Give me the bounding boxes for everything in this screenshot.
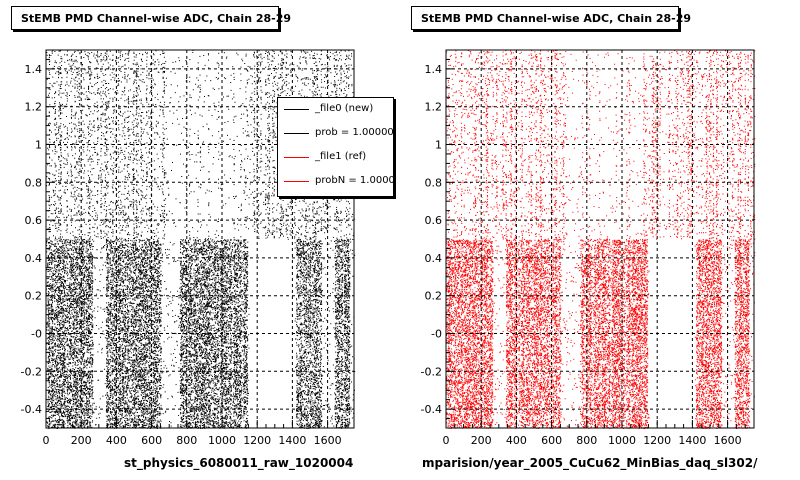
left-chart-svg: 0 200 400 600 800 1000 1200 1400 1600 -0.4 -0.2 -0 0… (21, 49, 356, 447)
y-tick-label: 0.6 (25, 214, 43, 227)
right-chart-title: StEMB PMD Channel-wise ADC, Chain 28-29 (411, 6, 691, 30)
y-tick-label: 0.4 (25, 252, 43, 265)
y-tick-label: -0.2 (21, 365, 42, 378)
y-tick-label: 0.2 (25, 290, 43, 303)
scatter-points (46, 50, 356, 429)
x-tick-label: 600 (141, 434, 162, 447)
y-tick-label: 0.8 (25, 176, 43, 189)
left-chart-title: StEMB PMD Channel-wise ADC, Chain 28-29 (11, 6, 291, 30)
legend-line-red (284, 157, 309, 158)
x-tick-label: 200 (471, 434, 492, 447)
right-chart-panel: 0 200 400 600 800 1000 1200 1400 1600 -0.4 -0.2 -0 0… (400, 0, 800, 480)
x-tick-label: 1600 (714, 434, 742, 447)
legend-label: probN = 1.000000 (315, 175, 394, 186)
y-axis: -0.4 -0.2 -0 0.2 0.4 0.6 0.8 1 1.2 1.4 (21, 49, 54, 429)
legend-label: _file1 (ref) (315, 151, 367, 162)
x-tick-label: 600 (541, 434, 562, 447)
x-tick-label: 800 (576, 434, 597, 447)
x-tick-label: 0 (443, 434, 450, 447)
legend-label: prob = 1.000000 (315, 127, 394, 138)
y-tick-label: 0.8 (425, 176, 443, 189)
x-tick-label: 1200 (243, 434, 271, 447)
x-tick-label: 1200 (643, 434, 671, 447)
x-axis: 0 200 400 600 800 1000 1200 1400 1600 (43, 420, 355, 447)
scatter-points (446, 50, 756, 429)
y-tick-label: 1.4 (425, 63, 443, 76)
y-tick-label: -0.4 (421, 403, 442, 416)
data-points (46, 50, 356, 429)
y-tick-label: 1.2 (425, 101, 443, 114)
legend-entry: _file1 (ref) (278, 150, 393, 164)
x-tick-label: 0 (43, 434, 50, 447)
legend-line-red (284, 181, 309, 182)
data-points (446, 50, 756, 429)
legend-entry: probN = 1.000000 (278, 174, 393, 188)
y-tick-label: -0.2 (421, 365, 442, 378)
x-tick-label: 1400 (278, 434, 306, 447)
x-tick-label: 1000 (208, 434, 236, 447)
y-tick-label: -0.4 (21, 403, 42, 416)
x-axis: 0 200 400 600 800 1000 1200 1400 1600 (443, 420, 755, 447)
legend-line-black (284, 109, 309, 110)
right-chart-svg: 0 200 400 600 800 1000 1200 1400 1600 -0.4 -0.2 -0 0… (421, 49, 756, 447)
right-x-axis-title: mparision/year_2005_CuCu62_MinBias_daq_s… (422, 456, 758, 470)
y-tick-label: 1 (435, 139, 442, 152)
x-tick-label: 200 (71, 434, 92, 447)
x-tick-label: 400 (106, 434, 127, 447)
x-tick-label: 400 (506, 434, 527, 447)
y-tick-label: 0.2 (425, 290, 443, 303)
y-tick-label: 1 (35, 139, 42, 152)
x-tick-label: 1600 (314, 434, 342, 447)
y-axis: -0.4 -0.2 -0 0.2 0.4 0.6 0.8 1 1.2 1.4 (421, 49, 454, 429)
x-tick-label: 1400 (678, 434, 706, 447)
y-tick-label: -0 (31, 328, 42, 341)
legend-line-black (284, 133, 309, 134)
y-tick-label: -0 (431, 328, 442, 341)
y-tick-label: 0.6 (425, 214, 443, 227)
y-tick-label: 1.2 (25, 101, 43, 114)
legend-label: _file0 (new) (315, 103, 374, 114)
left-chart-panel: 0 200 400 600 800 1000 1200 1400 1600 -0.4 -0.2 -0 0… (11, 6, 394, 470)
x-tick-label: 1000 (608, 434, 636, 447)
x-tick-label: 800 (176, 434, 197, 447)
legend-entry: _file0 (new) (278, 102, 393, 116)
legend: _file0 (new) prob = 1.000000 _file1 (ref… (277, 97, 394, 197)
legend-entry: prob = 1.000000 (278, 126, 393, 140)
y-tick-label: 1.4 (25, 63, 43, 76)
left-x-axis-title: st_physics_6080011_raw_1020004 (124, 456, 354, 470)
y-tick-label: 0.4 (425, 252, 443, 265)
